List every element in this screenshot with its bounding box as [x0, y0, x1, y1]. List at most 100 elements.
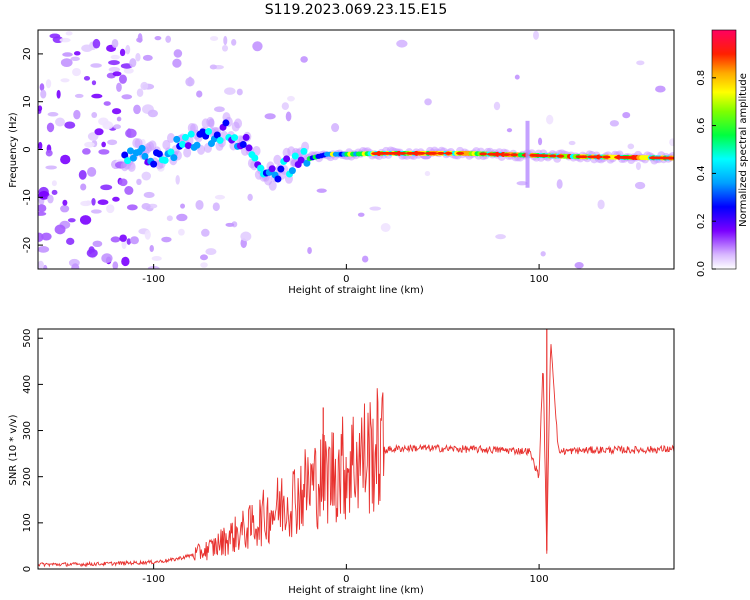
spectrogram-ytick-label: -20	[22, 237, 33, 253]
noise-blob	[54, 224, 66, 235]
noise-blob	[165, 35, 172, 43]
noise-blob	[71, 263, 80, 269]
ridge-cell	[150, 160, 158, 168]
noise-blob	[147, 109, 158, 118]
ridge-cell	[303, 159, 311, 167]
noise-blob	[86, 248, 98, 258]
snr-xlabel: Height of straight line (km)	[288, 585, 424, 596]
noise-blob	[60, 154, 71, 165]
colorbar-tick-label: 0.2	[696, 213, 707, 229]
noise-blob	[209, 36, 219, 41]
noise-blob	[107, 139, 118, 146]
noise-blob	[143, 191, 155, 199]
noise-blob	[110, 236, 121, 243]
noise-blob	[495, 234, 506, 240]
noise-blob	[94, 128, 104, 136]
noise-blob	[47, 112, 59, 117]
noise-blob	[225, 222, 235, 227]
snr-series-line	[38, 344, 674, 568]
ridge-cell	[268, 165, 276, 173]
colorbar-gradient	[711, 29, 737, 270]
noise-blob	[307, 246, 312, 255]
noise-blob	[112, 71, 122, 77]
ridge-core	[436, 151, 445, 155]
noise-blob	[130, 236, 139, 245]
ridge-halo	[162, 139, 171, 150]
noise-blob	[97, 199, 109, 206]
ridge-cell	[179, 140, 187, 148]
noise-blob	[166, 215, 173, 222]
noise-blob	[173, 49, 183, 58]
noise-blob	[65, 31, 73, 36]
noise-blob	[118, 74, 127, 84]
ridge-cell	[283, 155, 291, 163]
spectrogram-xtick-label: 100	[530, 274, 549, 285]
noise-blob	[180, 203, 186, 209]
colorbar-tick-label: 0.4	[696, 165, 707, 181]
noise-blob	[62, 199, 68, 206]
ridge-core	[625, 155, 634, 159]
ridge-core	[510, 153, 519, 157]
ridge-halo	[183, 147, 192, 158]
noise-blob	[51, 189, 58, 196]
noise-blob	[106, 204, 115, 214]
noise-blob	[121, 256, 130, 267]
snr-ytick-label: 300	[22, 421, 33, 440]
noise-blob	[556, 179, 563, 189]
ridge-cell	[121, 151, 129, 159]
spectrogram-ytick-label: 0	[22, 146, 33, 152]
noise-blob	[38, 141, 43, 150]
ridge-cell	[184, 142, 192, 150]
noise-blob	[108, 60, 120, 66]
noise-blob	[516, 181, 528, 186]
ridge-core	[398, 151, 407, 155]
noise-blob	[74, 93, 84, 98]
noise-blob	[222, 44, 229, 52]
noise-blob	[125, 44, 131, 55]
ridge-cell	[222, 119, 230, 127]
ridge-core	[668, 156, 674, 160]
noise-blob	[546, 114, 554, 125]
noise-blob	[38, 204, 47, 213]
noise-blob	[200, 262, 208, 268]
noise-blob	[187, 76, 193, 87]
ridge-cell	[231, 134, 239, 142]
noise-blob	[178, 228, 185, 236]
ridge-core	[548, 154, 557, 158]
ridge-cell	[300, 147, 308, 155]
noise-blob	[151, 256, 162, 261]
ridge-halo	[273, 154, 282, 165]
noise-blob	[98, 149, 110, 155]
noise-blob	[112, 196, 120, 202]
noise-blob	[176, 213, 188, 222]
noise-blob	[126, 128, 132, 138]
noise-blob	[92, 240, 103, 248]
noise-blob	[43, 264, 48, 269]
noise-blob	[80, 183, 87, 191]
noise-blob	[38, 245, 50, 253]
spectrogram-ytick-label: -10	[22, 189, 33, 205]
snr-ytick-label: 0	[22, 566, 33, 572]
noise-blob	[46, 122, 55, 133]
noise-blob	[100, 184, 113, 191]
noise-blob	[135, 53, 141, 62]
noise-blob	[533, 30, 539, 40]
noise-blob	[369, 206, 382, 211]
noise-blob	[655, 85, 666, 93]
noise-blob	[357, 212, 365, 217]
noise-blob	[627, 143, 635, 150]
noise-blob	[64, 121, 76, 129]
noise-blob	[83, 75, 91, 81]
noise-blob	[506, 128, 513, 133]
noise-blob	[47, 194, 54, 204]
snr-line-layer	[38, 329, 674, 568]
ridge-cell	[251, 154, 259, 162]
noise-blob	[141, 171, 152, 181]
snr-xtick-label: -100	[142, 574, 165, 585]
noise-blob	[60, 205, 70, 213]
noise-blob	[609, 120, 619, 127]
noise-blob	[252, 41, 263, 52]
ridge-cell	[167, 148, 175, 156]
ridge-core	[479, 152, 488, 156]
noise-blob	[59, 37, 71, 43]
